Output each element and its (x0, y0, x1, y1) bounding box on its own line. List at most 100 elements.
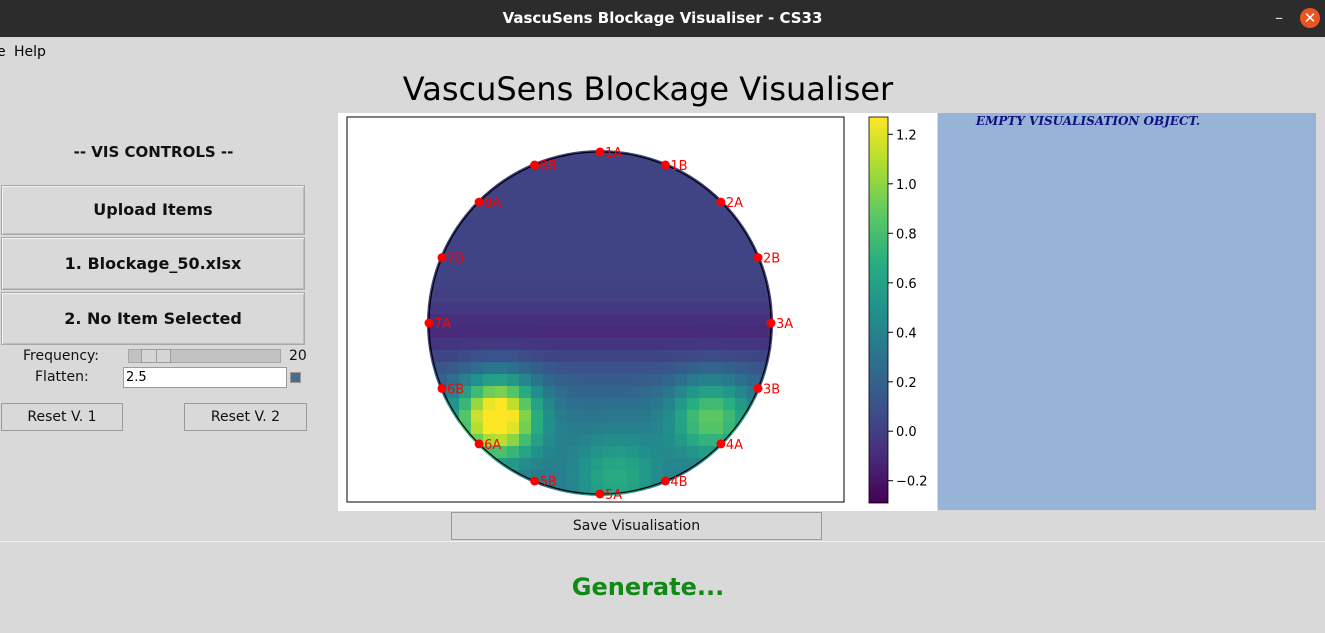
flatten-checkbox[interactable] (290, 372, 301, 383)
heatmap-cell (459, 278, 472, 291)
reset-v2-button[interactable]: Reset V. 2 (184, 403, 307, 431)
sensor-markers: 1A 1B 2A 2B 3A 3B 4A 4B 5A 5B 6A 6B 7A 7B 8A 8B (424, 146, 793, 503)
heatmap-cell (555, 230, 568, 243)
reset-v1-button[interactable]: Reset V. 1 (1, 403, 123, 431)
heatmap-cell (663, 362, 676, 375)
heatmap-cell (603, 182, 616, 195)
save-visualisation-button[interactable]: Save Visualisation (451, 512, 822, 540)
colorbar-tick-label: 0.6 (896, 277, 917, 292)
heatmap-cell (699, 398, 712, 411)
heatmap-cell (591, 206, 604, 219)
frequency-slider-handle[interactable] (141, 349, 172, 363)
close-button[interactable]: ✕ (1300, 8, 1320, 28)
heatmap-cell (615, 290, 628, 303)
heatmap-cell (615, 410, 628, 423)
sensor-label-4A: 4A (726, 438, 743, 453)
heatmap-cell (427, 338, 436, 351)
heatmap-cell (591, 302, 604, 315)
heatmap-cell (711, 338, 724, 351)
heatmap-cell (627, 338, 640, 351)
heatmap-cell (759, 338, 772, 351)
heatmap-cell (495, 422, 508, 435)
heatmap-cell (771, 302, 773, 315)
heatmap-cell (591, 362, 604, 375)
item-1-button[interactable]: 1. Blockage_50.xlsx (1, 237, 305, 290)
heatmap-cell (507, 398, 520, 411)
heatmap-cell (555, 170, 568, 183)
heatmap-cell (507, 302, 520, 315)
heatmap-cell (615, 386, 628, 399)
heatmap-cell (567, 470, 580, 483)
heatmap-cell (519, 218, 532, 231)
heatmap-cell (531, 170, 544, 183)
heatmap-cell (531, 182, 544, 195)
heatmap-cell (495, 374, 508, 387)
minimize-button[interactable]: – (1275, 8, 1283, 27)
heatmap-cell (603, 290, 616, 303)
frequency-value: 20 (289, 348, 307, 364)
heatmap-cell (723, 350, 736, 363)
menu-file[interactable]: e (0, 44, 6, 60)
heatmap-cell (615, 150, 628, 159)
heatmap-cell (603, 206, 616, 219)
heatmap-cell (555, 350, 568, 363)
heatmap-cell (543, 338, 556, 351)
heatmap-cell (543, 278, 556, 291)
heatmap-cell (735, 326, 748, 339)
heatmap-cell (663, 230, 676, 243)
heatmap-cell (483, 302, 496, 315)
heatmap-cell (459, 374, 472, 387)
heatmap-cell (615, 434, 628, 447)
upload-items-button[interactable]: Upload Items (1, 185, 305, 235)
heatmap-cell (543, 230, 556, 243)
sensor-label-1B: 1B (670, 159, 687, 174)
heatmap-cell (651, 386, 664, 399)
heatmap-cell (531, 230, 544, 243)
heatmap-cell (591, 374, 604, 387)
app-title: VascuSens Blockage Visualiser (402, 70, 894, 108)
heatmap-cell (711, 242, 724, 255)
heatmap-cell (615, 350, 628, 363)
sensor-label-8B: 8B (540, 159, 557, 174)
heatmap-cell (507, 458, 520, 471)
heatmap-cell (663, 422, 676, 435)
heatmap-cell (567, 446, 580, 459)
heatmap-cell (723, 422, 736, 435)
heatmap-cell (519, 290, 532, 303)
sensor-label-4B: 4B (670, 475, 687, 490)
heatmap-cell (459, 362, 472, 375)
heatmap-cell (699, 254, 712, 267)
heatmap-cell (651, 362, 664, 375)
heatmap-cell (627, 266, 640, 279)
heatmap-cell (543, 362, 556, 375)
heatmap-cell (723, 218, 736, 231)
heatmap-cell (699, 302, 712, 315)
heatmap-cell (675, 386, 688, 399)
heatmap-cell (627, 278, 640, 291)
heatmap-cell (555, 314, 568, 327)
heatmap-cell (639, 206, 652, 219)
heatmap-cell (483, 194, 496, 207)
heatmap-cell (471, 410, 484, 423)
item-2-button[interactable]: 2. No Item Selected (1, 292, 305, 345)
heatmap-cell (699, 410, 712, 423)
heatmap-cell (735, 278, 748, 291)
heatmap-cell (603, 446, 616, 459)
heatmap-cell (567, 410, 580, 423)
heatmap-cell (471, 314, 484, 327)
heatmap-cell (651, 182, 664, 195)
sensor-marker-7A (424, 318, 434, 328)
heatmap-cell (555, 386, 568, 399)
heatmap-cell (495, 206, 508, 219)
heatmap-cell (651, 302, 664, 315)
heatmap-cell (543, 218, 556, 231)
heatmap-cell (615, 218, 628, 231)
heatmap-cell (447, 386, 460, 399)
menu-help[interactable]: Help (14, 44, 46, 60)
generate-button[interactable]: Generate... (571, 573, 725, 601)
heatmap-cell (699, 362, 712, 375)
heatmap-cell (639, 194, 652, 207)
heatmap-cell (555, 374, 568, 387)
flatten-input[interactable] (123, 367, 287, 388)
heatmap-cell (639, 290, 652, 303)
